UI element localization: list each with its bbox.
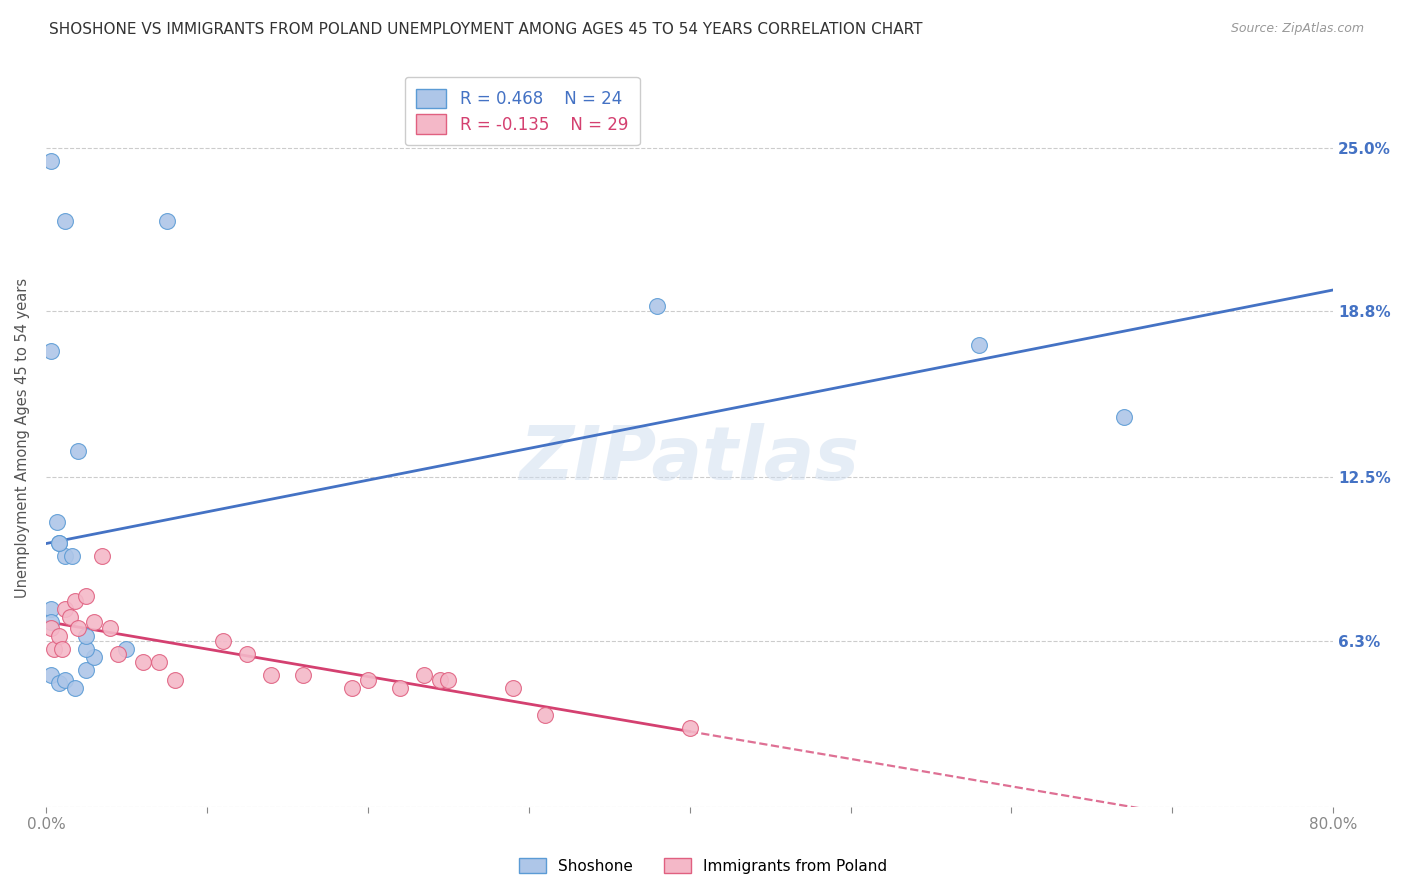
Point [678,721,700,735]
Text: ZIPatlas: ZIPatlas [520,424,859,497]
Point [59,610,82,624]
Point [413,668,436,682]
Point [236,647,259,661]
Point [39,153,62,168]
Point [292,668,315,682]
Point [115,641,138,656]
Point [60,549,83,564]
Point [39,668,62,682]
Point [63,594,86,608]
Point [967,338,990,352]
Point [212,633,235,648]
Point [48,536,70,550]
Point [148,655,170,669]
Point [75,641,97,656]
Point [98,621,121,635]
Point [83,649,105,664]
Point [340,681,363,696]
Point [388,681,411,696]
Text: SHOSHONE VS IMMIGRANTS FROM POLAND UNEMPLOYMENT AMONG AGES 45 TO 54 YEARS CORREL: SHOSHONE VS IMMIGRANTS FROM POLAND UNEMP… [49,22,922,37]
Point [429,673,451,688]
Point [67,621,90,635]
Point [39,602,62,616]
Point [156,214,179,228]
Point [91,549,114,564]
Point [163,673,186,688]
Point [63,681,86,696]
Point [53,549,76,564]
Point [502,681,524,696]
Point [83,615,105,630]
Point [357,673,380,688]
Point [75,589,97,603]
Point [39,621,62,635]
Point [53,602,76,616]
Point [260,668,283,682]
Point [53,673,76,688]
Point [39,343,62,358]
Point [46,515,69,529]
Point [67,444,90,458]
Point [75,663,97,677]
Text: Source: ZipAtlas.com: Source: ZipAtlas.com [1230,22,1364,36]
Point [75,629,97,643]
Point [53,214,76,228]
Point [48,629,70,643]
Point [107,647,129,661]
Legend: R = 0.468    N = 24, R = -0.135    N = 29: R = 0.468 N = 24, R = -0.135 N = 29 [405,77,640,145]
Point [1112,409,1135,424]
Point [48,536,70,550]
Point [42,641,65,656]
Y-axis label: Unemployment Among Ages 45 to 54 years: Unemployment Among Ages 45 to 54 years [15,277,30,598]
Point [533,707,555,722]
Point [51,641,73,656]
Point [39,615,62,630]
Point [131,655,153,669]
Legend: Shoshone, Immigrants from Poland: Shoshone, Immigrants from Poland [512,852,894,880]
Point [48,676,70,690]
Point [647,299,669,313]
Point [437,673,460,688]
